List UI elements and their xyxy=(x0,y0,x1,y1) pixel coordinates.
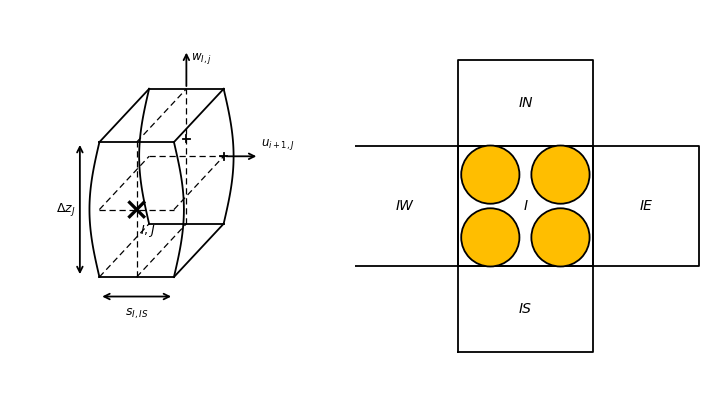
Text: $\Delta z_J$: $\Delta z_J$ xyxy=(56,201,75,218)
Text: IE: IE xyxy=(640,199,652,213)
Text: $w_{I,j}$: $w_{I,j}$ xyxy=(190,51,211,66)
Text: I: I xyxy=(523,199,528,213)
Text: $s_{I,IS}$: $s_{I,IS}$ xyxy=(125,307,148,321)
Text: $I,J$: $I,J$ xyxy=(140,223,155,239)
Text: $u_{i+1,J}$: $u_{i+1,J}$ xyxy=(261,137,295,152)
Circle shape xyxy=(462,208,520,267)
Text: IW: IW xyxy=(395,199,414,213)
Circle shape xyxy=(531,208,589,267)
Text: IN: IN xyxy=(518,96,532,110)
Text: IS: IS xyxy=(519,302,532,316)
Circle shape xyxy=(462,145,520,204)
Circle shape xyxy=(531,145,589,204)
